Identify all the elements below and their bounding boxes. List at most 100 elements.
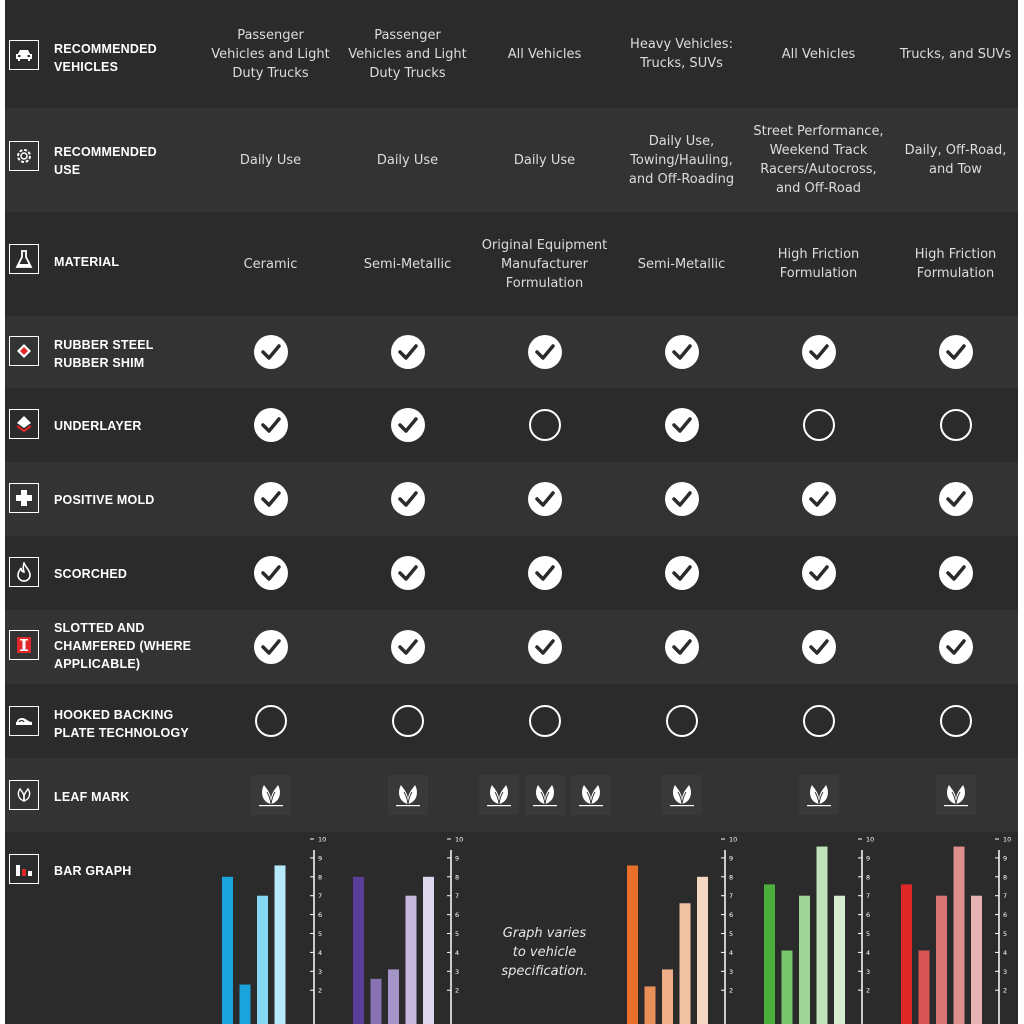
feature-cell xyxy=(750,462,887,536)
feature-cell xyxy=(750,684,887,758)
feature-cell xyxy=(339,462,476,536)
y-tick-label: 7 xyxy=(1003,892,1007,900)
row-label: LEAF MARK xyxy=(54,790,130,804)
table-row: RECOMMENDED VEHICLES Passenger Vehicles a… xyxy=(5,0,1018,108)
bar xyxy=(239,984,251,1024)
row-label: UNDERLAYER xyxy=(54,419,142,433)
y-tick-label: 3 xyxy=(318,968,322,976)
bar xyxy=(781,950,793,1024)
y-tick-label: 10 xyxy=(729,836,737,844)
bar xyxy=(834,895,845,1024)
plus-icon xyxy=(9,483,39,513)
table-cell: Daily Use xyxy=(376,152,439,168)
leaf-mark-group xyxy=(798,775,839,815)
bar xyxy=(274,865,286,1024)
y-tick-label: 5 xyxy=(455,930,459,938)
checkmark-icon xyxy=(938,335,973,369)
underlayer-icon xyxy=(9,409,39,439)
flask-icon xyxy=(9,244,39,274)
checkmark-icon xyxy=(390,408,425,442)
table-row: UNDERLAYER xyxy=(5,388,1018,462)
feature-cell xyxy=(613,536,750,610)
feature-cell xyxy=(750,536,887,610)
y-tick-label: 5 xyxy=(318,930,322,938)
table-cell: Original Equipment Manufacturer Formulat… xyxy=(481,237,608,291)
feature-cell xyxy=(887,316,1024,388)
feature-cell xyxy=(339,610,476,684)
empty-circle-icon xyxy=(254,705,287,737)
y-tick-label: 2 xyxy=(1003,987,1007,995)
feature-cell xyxy=(476,316,613,388)
table-cell: All Vehicles xyxy=(507,46,582,62)
row-label: RECOMMENDED VEHICLES xyxy=(54,42,157,74)
bar xyxy=(764,884,775,1024)
y-tick-label: 9 xyxy=(729,854,733,862)
bar xyxy=(697,876,708,1024)
slotted-pad-icon xyxy=(9,630,39,660)
feature-cell xyxy=(476,462,613,536)
table-cell: Passenger Vehicles and Light Duty Trucks xyxy=(211,27,330,81)
y-tick-label: 3 xyxy=(729,968,733,976)
bar-graph-cell: 10 9 8 7 6 5 4 3 2 xyxy=(613,832,750,1024)
checkmark-icon xyxy=(664,335,699,369)
y-tick-label: 7 xyxy=(866,892,870,900)
checkmark-icon xyxy=(801,335,836,369)
bar xyxy=(901,884,912,1024)
feature-cell xyxy=(476,388,613,462)
bar xyxy=(936,895,947,1024)
table-cell: Heavy Vehicles: Trucks, SUVs xyxy=(630,37,733,71)
bar-chart: 10 9 8 7 6 5 4 3 2 xyxy=(764,836,874,1024)
table-row: SLOTTED AND CHAMFERED (WHERE APPLICABLE) xyxy=(5,610,1018,684)
table-cell: Trucks, and SUVs xyxy=(899,46,1012,62)
table-cell: High Friction Formulation xyxy=(777,247,860,281)
y-tick-label: 7 xyxy=(455,892,459,900)
checkmark-icon xyxy=(253,482,288,516)
bar-graph-cell: 10 9 8 7 6 5 4 3 2 xyxy=(887,832,1024,1024)
bar xyxy=(662,969,673,1024)
bar-graph-icon xyxy=(9,854,39,884)
y-tick-label: 3 xyxy=(455,968,459,976)
leaf-mark-cell xyxy=(202,758,339,832)
checkmark-icon xyxy=(253,556,288,590)
y-tick-label: 8 xyxy=(455,873,459,881)
y-tick-label: 6 xyxy=(318,911,322,919)
y-tick-label: 6 xyxy=(866,911,870,919)
y-tick-label: 9 xyxy=(318,854,322,862)
y-tick-label: 7 xyxy=(729,892,733,900)
row-label: RUBBER STEEL RUBBER SHIM xyxy=(54,338,154,370)
bar xyxy=(679,903,691,1024)
bar xyxy=(816,846,828,1024)
checkmark-icon xyxy=(664,556,699,590)
feature-cell xyxy=(750,316,887,388)
feature-cell xyxy=(887,536,1024,610)
leaf-mark-group xyxy=(387,775,428,815)
feature-cell xyxy=(613,610,750,684)
table-cell: Daily, Off-Road, and Tow xyxy=(904,143,1007,177)
feature-cell xyxy=(750,610,887,684)
checkmark-icon xyxy=(390,630,425,664)
bar-graph-cell: 10 9 8 7 6 5 4 3 2 xyxy=(202,832,339,1024)
leaf-mark-cell xyxy=(613,758,750,832)
feature-cell xyxy=(613,388,750,462)
leaf-mark-group xyxy=(250,775,291,815)
leaf-mark-icon xyxy=(661,775,702,815)
table-cell: High Friction Formulation xyxy=(914,247,997,281)
y-tick-label: 6 xyxy=(455,911,459,919)
bar xyxy=(370,978,382,1024)
y-tick-label: 2 xyxy=(455,987,459,995)
checkmark-icon xyxy=(527,335,562,369)
checkmark-icon xyxy=(664,630,699,664)
table-cell: Daily Use, Towing/Hauling, and Off-Roadi… xyxy=(628,133,735,187)
bar xyxy=(799,895,810,1024)
car-icon xyxy=(9,40,39,70)
leaf-mark-group xyxy=(661,775,702,815)
flame-icon xyxy=(9,557,39,587)
y-tick-label: 9 xyxy=(866,854,870,862)
leaf-mark-icon xyxy=(387,775,428,815)
bar xyxy=(222,876,233,1024)
y-tick-label: 3 xyxy=(1003,968,1007,976)
comparison-table: RECOMMENDED VEHICLES Passenger Vehicles a… xyxy=(5,0,1018,1024)
table-row: LEAF MARK xyxy=(5,758,1018,832)
table-cell: Ceramic xyxy=(243,256,298,272)
checkmark-icon xyxy=(938,630,973,664)
